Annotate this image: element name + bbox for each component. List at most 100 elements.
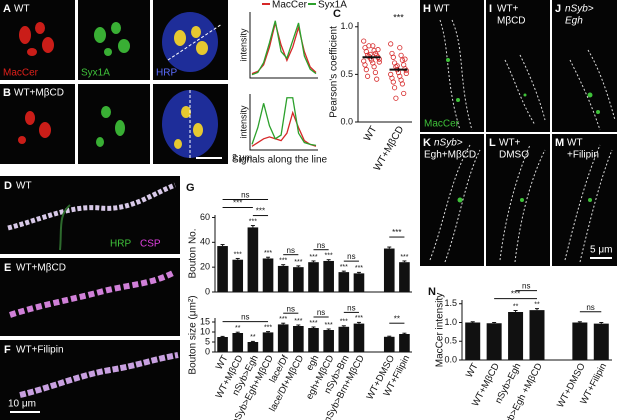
bar: [277, 265, 289, 292]
scale-bar-label: 2 μm: [232, 152, 252, 162]
panel-title: WT+Filipin: [16, 345, 64, 356]
significance: ***: [355, 265, 363, 272]
bar: [308, 328, 319, 352]
panel-title: WT+MβCD: [14, 88, 64, 99]
panel-letter: L: [489, 137, 496, 149]
panel-letter: D: [4, 180, 12, 192]
channel-label: CSP: [140, 239, 161, 250]
bar: [399, 262, 410, 292]
bar: [508, 312, 524, 360]
significance: **: [534, 301, 540, 308]
image-a: [0, 0, 228, 80]
panel-title: Egh: [565, 16, 583, 27]
panel-title: Egh+MβCD: [424, 150, 476, 161]
bar: [247, 342, 259, 352]
significance: ***: [393, 12, 404, 22]
panel-letter: N: [428, 286, 436, 298]
data-point: [399, 57, 405, 63]
x-tick-label: WT: [362, 124, 379, 143]
series-line: [251, 97, 317, 146]
bar: [293, 267, 304, 292]
data-point: [372, 69, 378, 76]
bar: [217, 246, 228, 292]
scale-bar-label: 5 μm: [590, 245, 612, 256]
bar: [217, 337, 228, 352]
y-axis-label: intensity: [238, 28, 248, 62]
data-point: [361, 38, 367, 44]
comparison-label: ns: [522, 282, 530, 291]
panel-letter: G: [186, 182, 195, 194]
y-axis-label: intensity: [238, 105, 248, 139]
data-point: [374, 76, 380, 82]
comparison-label: ns: [347, 252, 355, 261]
comparison-label: ns: [287, 304, 295, 313]
bar: [308, 262, 319, 292]
panel-title: WT: [434, 4, 450, 15]
data-point: [371, 64, 377, 70]
data-point: [403, 70, 409, 77]
data-point: [401, 90, 407, 97]
panel-letter: B: [3, 87, 11, 99]
significance: ***: [340, 319, 348, 326]
panel-title: WT+: [497, 4, 519, 15]
y-tick-label: 0: [205, 286, 210, 296]
axis: [249, 12, 318, 79]
channel-label: MacCer: [3, 68, 39, 79]
data-point: [375, 47, 381, 53]
data-point: [398, 52, 404, 58]
significance: ***: [294, 318, 302, 325]
significance: ***: [400, 254, 408, 261]
bar: [593, 323, 609, 360]
comparison-label: ns: [241, 191, 249, 200]
significance: ***: [355, 315, 363, 322]
bar: [572, 322, 588, 360]
y-tick-label: 1.0: [444, 317, 457, 327]
panel-title: WT: [16, 181, 32, 192]
panel-title: MβCD: [497, 16, 526, 27]
bar: [232, 333, 244, 352]
data-point: [388, 41, 394, 47]
panel-title: WT+: [499, 138, 521, 149]
panel-letter: K: [423, 137, 431, 149]
y-tick-label: 0.0: [340, 116, 353, 126]
panel-letter: C: [333, 8, 341, 20]
significance: ***: [264, 250, 272, 257]
channel-label: HRP: [156, 68, 177, 79]
data-point: [390, 54, 396, 60]
bar: [486, 323, 502, 360]
bar: [262, 258, 274, 292]
significance: **: [250, 334, 256, 341]
y-tick-label: 0.0: [444, 354, 457, 364]
bar: [323, 260, 334, 292]
panel-title: WT: [14, 4, 30, 15]
bar: [338, 326, 350, 352]
bar: [353, 323, 365, 352]
data-point: [394, 63, 400, 69]
bar: [262, 332, 274, 352]
bar: [465, 322, 481, 360]
panel-title: WT: [567, 138, 583, 149]
channel-label: MacCer: [424, 119, 460, 130]
image-hm: [420, 0, 617, 266]
significance: ***: [279, 316, 287, 323]
y-tick-label: 0.5: [444, 336, 457, 346]
data-point: [362, 62, 368, 68]
comparison-label: ns: [317, 308, 325, 317]
y-tick-label: 5: [205, 336, 210, 346]
series-line: [251, 22, 317, 75]
y-tick-label: 40: [200, 237, 210, 247]
y-tick-label: 20: [200, 262, 210, 272]
significance: ***: [279, 258, 287, 265]
y-tick-label: 15: [200, 316, 210, 326]
x-tick-label: WT: [464, 361, 481, 379]
significance: ***: [249, 218, 257, 225]
bar: [383, 336, 395, 352]
panel-title: nSyb>: [434, 138, 463, 149]
bar: [247, 227, 259, 292]
panel-letter: E: [4, 262, 11, 274]
significance: ***: [294, 259, 302, 266]
data-point: [376, 59, 382, 65]
comparison-label: ns: [287, 246, 295, 255]
y-axis-label: MacCer intensity: [435, 293, 446, 367]
panel-title: DMSO: [499, 150, 529, 161]
